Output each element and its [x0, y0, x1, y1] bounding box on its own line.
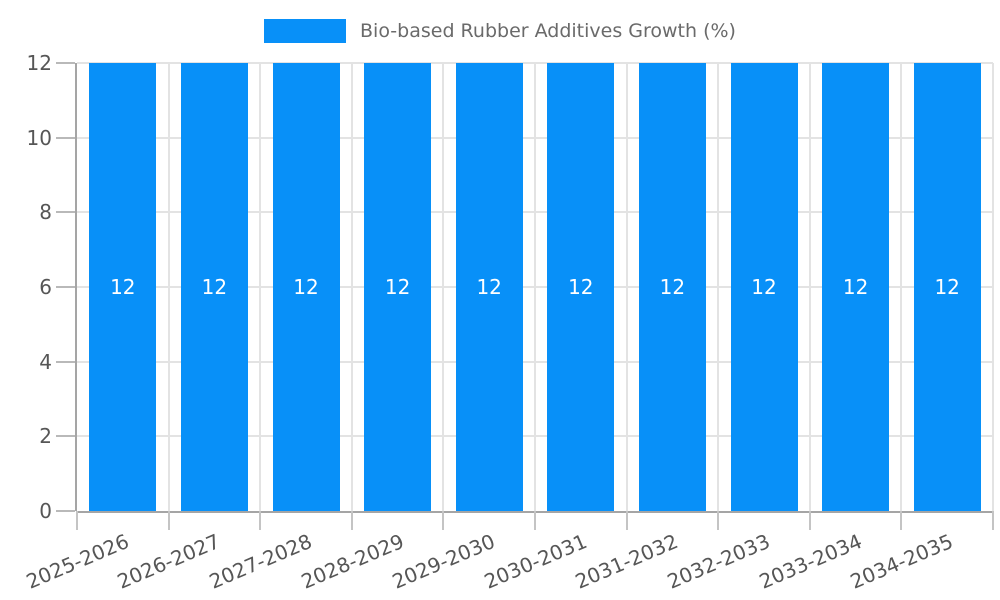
bar-value-label: 12 — [842, 275, 869, 299]
y-tick-mark — [56, 286, 75, 288]
bar: 12 — [455, 63, 523, 511]
x-gridline — [259, 63, 262, 511]
bar-value-label: 12 — [201, 275, 228, 299]
x-tick-mark — [717, 511, 720, 530]
x-tick-mark — [259, 511, 262, 530]
y-tick-label: 12 — [26, 51, 52, 75]
y-axis-line — [75, 63, 77, 511]
y-tick-mark — [56, 435, 75, 438]
bar-value-label: 12 — [476, 275, 502, 299]
x-gridline — [534, 63, 536, 511]
chart-legend: Bio-based Rubber Additives Growth (%) — [0, 17, 1000, 45]
bar-value-label: 12 — [384, 275, 411, 299]
bar: 12 — [272, 63, 340, 511]
bar: 12 — [364, 63, 432, 511]
bar: 12 — [89, 63, 157, 511]
y-tick-mark — [56, 136, 75, 139]
bar: 12 — [547, 63, 615, 511]
y-tick-label: 8 — [39, 200, 52, 225]
bar: 12 — [180, 63, 248, 511]
y-tick-label: 6 — [39, 275, 52, 299]
bar-value-label: 12 — [934, 275, 960, 299]
x-tick-mark — [808, 511, 811, 530]
plot-area: 0 2 4 6 8 10 12 12 2025-2026 12 2026-2027 12 2027-20… — [22, 51, 994, 594]
x-tick-mark — [76, 511, 78, 530]
x-tick-mark — [534, 511, 536, 530]
bar-value-label: 12 — [751, 275, 777, 299]
x-tick-mark — [442, 511, 445, 530]
y-tick-label: 10 — [26, 125, 52, 150]
bar: 12 — [913, 63, 981, 511]
x-tick-mark — [900, 511, 903, 530]
y-tick-mark — [56, 211, 75, 214]
y-tick-label: 0 — [39, 499, 52, 523]
x-gridline — [350, 63, 353, 511]
legend-label: Bio-based Rubber Additives Growth (%) — [360, 20, 736, 42]
bar-value-label: 12 — [659, 275, 686, 299]
x-tick-mark — [350, 511, 353, 530]
bar: 12 — [822, 63, 890, 511]
y-tick-label: 4 — [39, 349, 52, 374]
bar-value-label: 12 — [568, 275, 594, 299]
bar-value-label: 12 — [293, 275, 319, 299]
x-gridline — [992, 63, 994, 511]
y-tick-label: 2 — [39, 424, 52, 449]
bar-value-label: 12 — [110, 275, 136, 299]
x-tick-mark — [992, 511, 994, 530]
x-gridline — [167, 63, 170, 511]
bar: 12 — [638, 63, 706, 511]
y-tick-mark — [56, 360, 75, 363]
x-gridline — [900, 63, 903, 511]
x-tick-mark — [167, 511, 170, 530]
x-gridline — [808, 63, 811, 511]
legend-swatch-icon — [264, 19, 347, 43]
x-gridline — [442, 63, 445, 511]
x-gridline — [625, 63, 628, 511]
bar: 12 — [730, 63, 798, 511]
y-tick-mark — [56, 510, 75, 512]
x-gridline — [717, 63, 720, 511]
x-tick-mark — [625, 511, 628, 530]
y-tick-mark — [56, 62, 75, 64]
